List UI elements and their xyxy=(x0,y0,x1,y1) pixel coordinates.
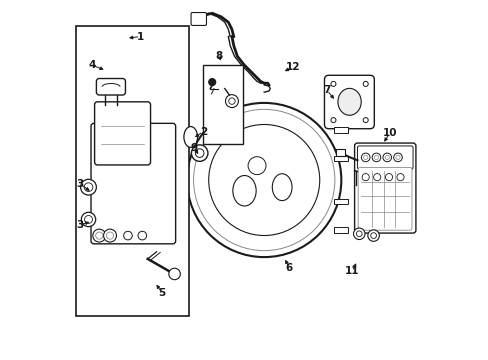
Circle shape xyxy=(96,232,102,239)
Circle shape xyxy=(363,155,367,159)
Text: 3: 3 xyxy=(76,220,83,230)
Circle shape xyxy=(168,268,180,280)
Circle shape xyxy=(385,174,392,181)
Circle shape xyxy=(393,153,402,162)
Bar xyxy=(335,149,344,156)
Circle shape xyxy=(361,153,369,162)
Circle shape xyxy=(356,231,362,237)
Circle shape xyxy=(84,183,93,192)
Circle shape xyxy=(106,232,113,239)
Bar xyxy=(203,65,242,144)
Bar xyxy=(333,199,348,204)
Circle shape xyxy=(81,179,96,195)
FancyBboxPatch shape xyxy=(91,123,175,244)
Circle shape xyxy=(362,174,368,181)
FancyBboxPatch shape xyxy=(354,143,415,233)
Bar xyxy=(333,227,348,233)
Circle shape xyxy=(363,81,367,86)
Circle shape xyxy=(103,229,116,242)
Text: 3: 3 xyxy=(76,179,83,189)
Circle shape xyxy=(84,216,92,224)
Text: 9: 9 xyxy=(190,143,198,153)
Text: 12: 12 xyxy=(285,62,300,72)
Circle shape xyxy=(208,125,319,235)
Circle shape xyxy=(228,98,235,104)
FancyBboxPatch shape xyxy=(94,102,150,165)
Circle shape xyxy=(373,174,380,181)
Circle shape xyxy=(396,174,403,181)
Text: 2: 2 xyxy=(199,127,206,136)
Circle shape xyxy=(330,81,335,86)
Circle shape xyxy=(373,155,378,159)
Circle shape xyxy=(138,231,146,240)
Circle shape xyxy=(370,233,376,238)
Circle shape xyxy=(384,155,388,159)
Circle shape xyxy=(382,153,391,162)
Circle shape xyxy=(191,145,207,161)
Ellipse shape xyxy=(337,88,361,115)
Circle shape xyxy=(193,109,334,251)
Text: 11: 11 xyxy=(344,266,359,276)
Circle shape xyxy=(363,118,367,123)
FancyBboxPatch shape xyxy=(96,78,125,95)
Ellipse shape xyxy=(272,174,291,201)
FancyBboxPatch shape xyxy=(357,167,411,230)
Text: 7: 7 xyxy=(323,85,330,95)
Circle shape xyxy=(247,157,265,175)
Bar xyxy=(333,127,348,133)
Circle shape xyxy=(123,231,132,240)
Circle shape xyxy=(187,103,341,257)
Ellipse shape xyxy=(183,127,197,147)
Text: 4: 4 xyxy=(88,60,96,70)
Circle shape xyxy=(208,78,215,86)
Ellipse shape xyxy=(232,176,256,206)
Circle shape xyxy=(195,149,203,157)
Circle shape xyxy=(93,229,105,242)
FancyBboxPatch shape xyxy=(324,75,373,129)
Circle shape xyxy=(353,228,364,239)
Bar xyxy=(333,156,348,161)
FancyBboxPatch shape xyxy=(191,13,206,26)
Text: 5: 5 xyxy=(158,288,165,298)
Text: 8: 8 xyxy=(215,51,223,61)
Circle shape xyxy=(367,230,379,241)
Circle shape xyxy=(81,212,96,226)
Text: 10: 10 xyxy=(382,129,396,138)
Text: 1: 1 xyxy=(137,32,144,41)
Circle shape xyxy=(395,155,399,159)
Circle shape xyxy=(330,118,335,123)
Text: 6: 6 xyxy=(285,263,292,273)
Bar xyxy=(76,26,188,316)
FancyBboxPatch shape xyxy=(357,146,412,169)
Circle shape xyxy=(371,153,380,162)
Circle shape xyxy=(225,95,238,108)
